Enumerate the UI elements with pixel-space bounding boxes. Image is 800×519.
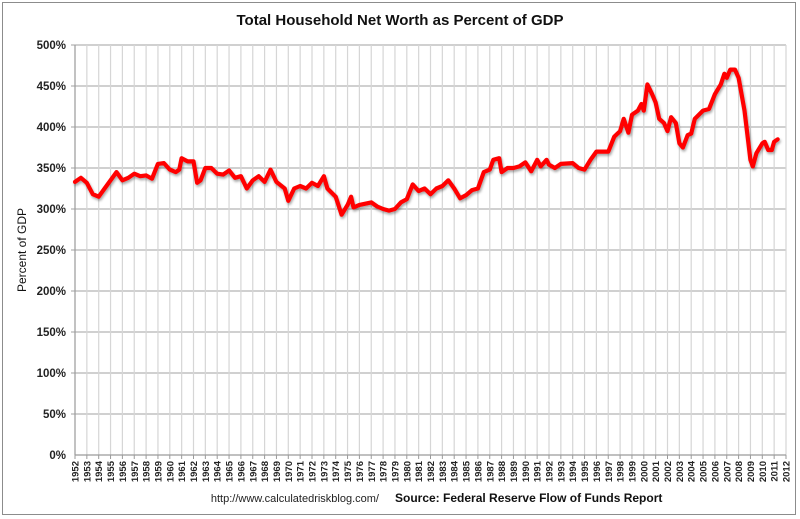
x-tick-label: 1985 [462,460,473,482]
x-tick-label: 1981 [414,460,425,482]
x-tick-label: 1975 [343,460,354,482]
x-tick-label: 1963 [201,461,212,482]
x-tick-label: 2011 [770,460,781,481]
series-line [72,67,780,217]
x-tick-label: 1959 [153,461,164,482]
x-tick-label: 1957 [130,461,141,482]
source-url: http://www.calculatedriskblog.com/ [211,493,380,505]
x-tick-label: 2004 [687,460,698,482]
x-tick-label: 1970 [284,461,295,482]
x-tick-label: 2005 [699,460,710,482]
x-tick-label: 2008 [734,461,745,482]
x-tick-label: 2010 [758,461,769,482]
x-tick-label: 1974 [331,460,342,482]
x-tick-label: 1961 [177,460,188,482]
y-tick-label: 450% [37,81,66,93]
x-tick-label: 2002 [663,461,674,482]
x-tick-label: 1952 [71,461,82,482]
x-tick-label: 2000 [639,461,650,482]
vertical-gridlines [74,45,787,459]
y-tick-label: 150% [37,327,66,339]
chart-title: Total Household Net Worth as Percent of … [237,12,564,29]
x-tick-label: 1966 [236,461,247,482]
x-tick-label: 2012 [782,461,793,482]
x-tick-label: 1972 [308,461,319,482]
source-note: Source: Federal Reserve Flow of Funds Re… [395,491,662,505]
y-tick-label: 250% [37,245,66,257]
x-tick-label: 2001 [651,460,662,482]
x-tick-label: 2003 [675,461,686,482]
x-tick-label: 1960 [165,461,176,482]
axes [74,45,786,456]
x-tick-label: 1967 [248,461,259,482]
x-tick-label: 1965 [225,460,236,482]
x-tick-label: 1982 [426,461,437,482]
x-tick-label: 1954 [94,460,105,482]
x-tick-label: 1991 [533,460,544,482]
y-tick-label: 200% [37,286,66,298]
y-axis-tick-labels: 0% 50% 100% 150% 200% 250% 300% 350% 400% 450% 500… [37,40,66,462]
x-tick-label: 1995 [580,460,591,482]
x-tick-label: 1976 [355,461,366,482]
x-tick-label: 1988 [497,461,508,482]
x-tick-label: 1953 [82,461,93,482]
x-tick-label: 1978 [379,461,390,482]
x-tick-label: 1968 [260,461,271,482]
x-tick-label: 1994 [568,460,579,482]
series-group [72,67,780,217]
x-tick-label: 1999 [627,461,638,482]
x-tick-label: 1990 [521,461,532,482]
y-tick-label: 400% [37,122,66,134]
x-tick-label: 1964 [213,460,224,482]
x-tick-label: 1973 [319,461,330,482]
x-tick-label: 2007 [722,461,733,482]
x-tick-label: 1986 [473,461,484,482]
x-tick-label: 1989 [509,461,520,482]
x-tick-label: 1977 [367,461,378,482]
x-tick-label: 1962 [189,461,200,482]
x-tick-label: 1955 [106,460,117,482]
y-axis-label: Percent of GDP [15,208,29,292]
y-tick-label: 350% [37,163,66,175]
x-tick-label: 1996 [592,461,603,482]
x-tick-label: 1998 [616,461,627,482]
y-tick-label: 0% [49,450,66,462]
x-tick-label: 1993 [556,461,567,482]
x-tick-label: 1979 [390,461,401,482]
x-tick-label: 1983 [438,461,449,482]
x-tick-label: 1992 [545,461,556,482]
x-tick-label: 1984 [450,460,461,482]
y-tick-label: 50% [43,409,66,421]
x-tick-label: 1997 [604,461,615,482]
x-tick-label: 2006 [710,461,721,482]
x-tick-label: 1971 [296,460,307,482]
y-tick-label: 500% [37,40,66,52]
x-tick-label: 1958 [142,461,153,482]
horizontal-gridlines [71,44,786,415]
x-tick-label: 1987 [485,461,496,482]
x-tick-label: 1980 [402,461,413,482]
y-tick-label: 100% [37,368,66,380]
x-tick-label: 2009 [746,461,757,482]
x-tick-label: 1969 [272,461,283,482]
y-tick-label: 300% [37,204,66,216]
x-tick-label: 1956 [118,461,129,482]
x-axis-tick-labels: 1952 1953 1954 1955 1956 1957 1958 1959 1960 1961… [71,460,793,482]
